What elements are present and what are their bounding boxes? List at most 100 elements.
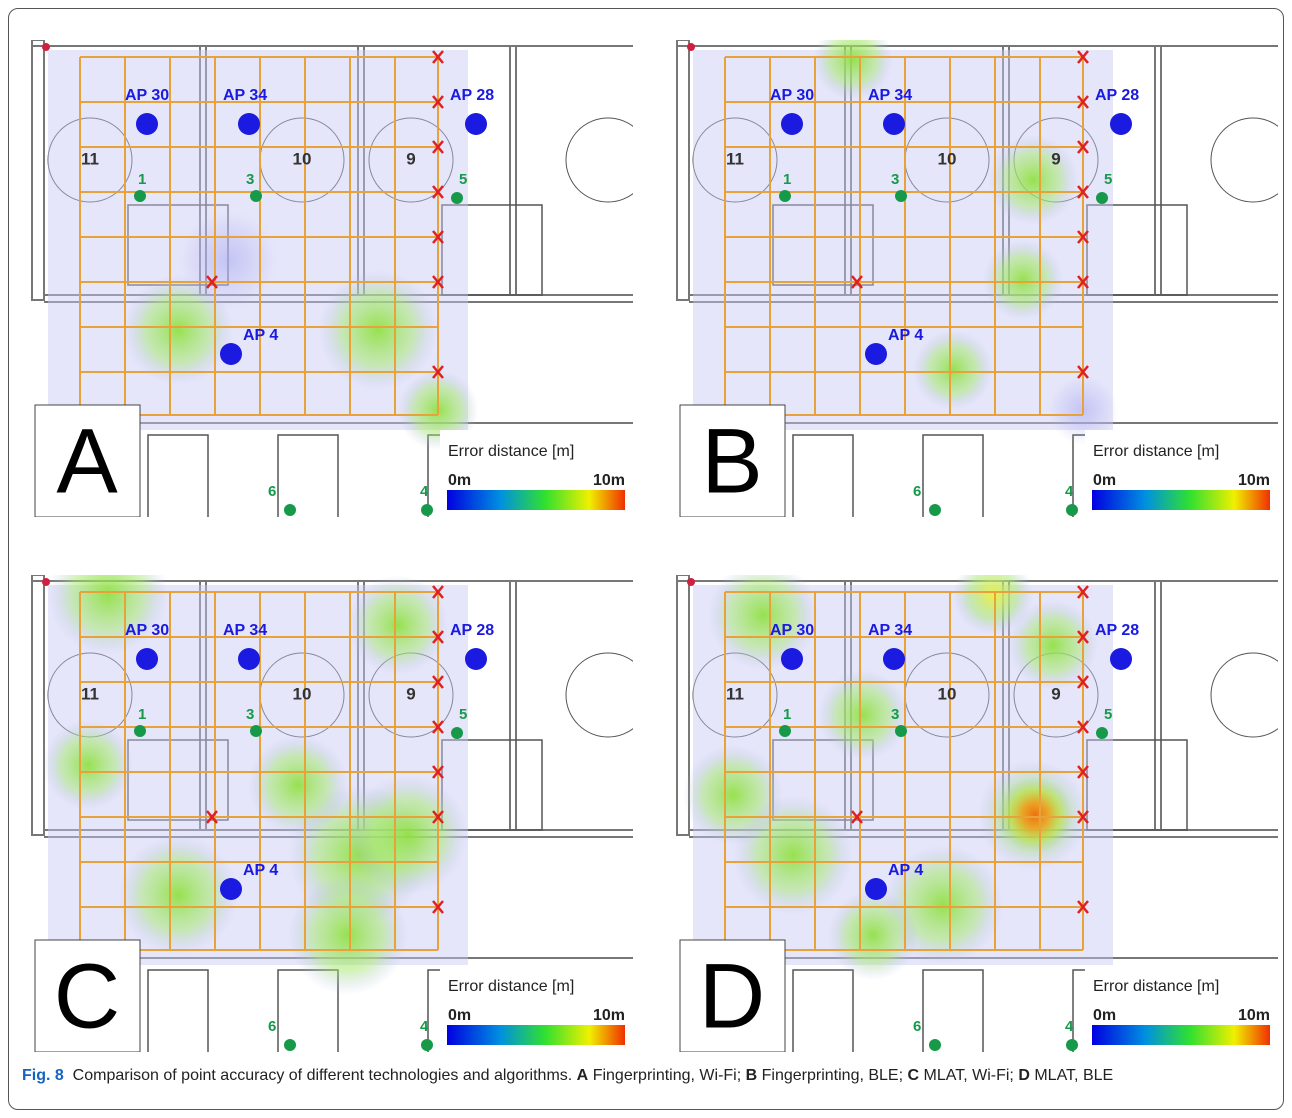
ap-label: AP 34 <box>868 87 912 104</box>
panel-letter: C <box>54 945 120 1047</box>
test-point <box>451 192 463 204</box>
point-label: 5 <box>459 171 467 188</box>
legend-max: 10m <box>1238 472 1270 489</box>
test-point <box>929 1039 941 1051</box>
panel-letter: A <box>56 410 118 512</box>
heat-blob <box>913 330 993 410</box>
panel-letter: B <box>701 410 762 512</box>
room-number: 9 <box>406 684 415 703</box>
legend-min: 0m <box>1093 1007 1116 1024</box>
ap-dot <box>136 648 158 670</box>
caption-letter: C <box>908 1067 920 1084</box>
point-label: 6 <box>913 483 921 500</box>
ap-label: AP 28 <box>1095 87 1139 104</box>
ap-label: AP 4 <box>243 862 278 879</box>
point-label: 6 <box>268 1018 276 1035</box>
ap-label: AP 34 <box>868 622 912 639</box>
point-label: 5 <box>459 706 467 723</box>
point-label: 3 <box>891 706 899 723</box>
color-bar <box>1092 490 1270 510</box>
room-number: 11 <box>726 149 744 168</box>
heat-blob <box>43 720 133 810</box>
point-label: 6 <box>913 1018 921 1035</box>
ap-label: AP 30 <box>125 87 169 104</box>
ap-dot <box>1110 113 1132 135</box>
ap-dot <box>238 113 260 135</box>
panel: AP 30AP 34AP 28AP 41110913564BError dist… <box>673 20 1292 525</box>
ap-dot <box>883 648 905 670</box>
test-point <box>779 725 791 737</box>
heat-blob <box>348 575 448 675</box>
test-point <box>451 727 463 739</box>
ap-label: AP 28 <box>1095 622 1139 639</box>
ap-dot <box>865 878 887 900</box>
panel: AP 30AP 34AP 28AP 41110913564AError dist… <box>28 40 650 525</box>
room-number: 9 <box>1051 149 1060 168</box>
room-number: 9 <box>406 149 415 168</box>
test-point <box>134 725 146 737</box>
test-point <box>1096 192 1108 204</box>
point-label: 4 <box>420 483 429 500</box>
ap-dot <box>465 648 487 670</box>
test-point <box>284 504 296 516</box>
ap-label: AP 4 <box>243 327 278 344</box>
ap-label: AP 34 <box>223 87 267 104</box>
ap-dot <box>781 648 803 670</box>
legend-title: Error distance [m] <box>448 978 574 995</box>
heat-blob <box>248 735 348 835</box>
ap-label: AP 30 <box>770 87 814 104</box>
ap-label: AP 4 <box>888 327 923 344</box>
ap-dot <box>220 878 242 900</box>
heat-blob <box>683 745 783 845</box>
test-point <box>250 725 262 737</box>
point-label: 1 <box>783 706 791 723</box>
ap-label: AP 4 <box>888 862 923 879</box>
legend-max: 10m <box>1238 1007 1270 1024</box>
ap-label: AP 30 <box>770 622 814 639</box>
legend-max: 10m <box>593 472 625 489</box>
color-bar <box>1092 1025 1270 1045</box>
ap-label: AP 28 <box>450 87 494 104</box>
legend-min: 0m <box>448 472 471 489</box>
legend-min: 0m <box>1093 472 1116 489</box>
origin-dot <box>687 578 695 586</box>
heat-blob <box>178 210 278 310</box>
point-label: 4 <box>1065 1018 1074 1035</box>
ap-label: AP 30 <box>125 622 169 639</box>
test-point <box>250 190 262 202</box>
room-number: 11 <box>726 684 744 703</box>
heat-blob <box>997 777 1073 853</box>
point-label: 5 <box>1104 706 1112 723</box>
caption-item: MLAT, BLE <box>1034 1067 1113 1084</box>
test-point <box>895 725 907 737</box>
room-number: 11 <box>81 684 99 703</box>
ap-dot <box>883 113 905 135</box>
heat-blob <box>118 835 238 955</box>
test-point <box>284 1039 296 1051</box>
color-bar <box>447 490 625 510</box>
test-point <box>1066 504 1078 516</box>
point-label: 3 <box>891 171 899 188</box>
caption-label: Fig. 8 <box>22 1067 64 1084</box>
caption-item: Fingerprinting, BLE; <box>762 1067 903 1084</box>
test-point <box>1066 1039 1078 1051</box>
point-label: 4 <box>420 1018 429 1035</box>
ap-dot <box>238 648 260 670</box>
color-bar <box>447 1025 625 1045</box>
point-label: 3 <box>246 706 254 723</box>
heat-blob <box>1008 600 1098 690</box>
ap-dot <box>465 113 487 135</box>
ap-dot <box>136 113 158 135</box>
point-label: 3 <box>246 171 254 188</box>
caption-letter: B <box>746 1067 758 1084</box>
caption: Fig. 8 Comparison of point accuracy of d… <box>22 1064 1272 1087</box>
room-number: 9 <box>1051 684 1060 703</box>
legend-title: Error distance [m] <box>1093 443 1219 460</box>
origin-dot <box>42 578 50 586</box>
panel-letter: D <box>699 945 765 1047</box>
heat-blob <box>348 775 468 895</box>
ap-label: AP 28 <box>450 622 494 639</box>
